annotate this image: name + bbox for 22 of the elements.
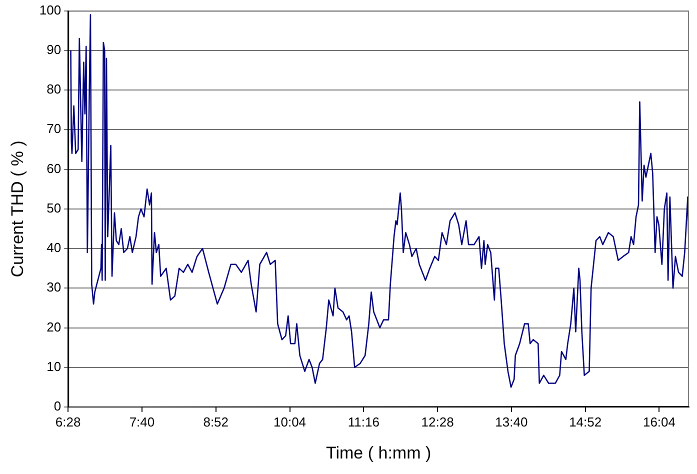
x-tick-label: 11:16 (348, 414, 380, 430)
x-tick-label: 8:52 (203, 414, 229, 430)
x-tick-label: 6:28 (55, 414, 81, 430)
x-tick-label: 13:40 (495, 414, 528, 430)
y-tick-label: 60 (46, 160, 62, 176)
x-tick-label: 10:04 (273, 414, 306, 430)
y-tick-label: 10 (46, 358, 62, 374)
x-tick-label: 16:04 (642, 414, 676, 430)
y-tick-label: 40 (46, 240, 62, 256)
y-tick-label: 30 (46, 280, 62, 295)
x-tick-label: 14:52 (569, 414, 602, 430)
x-tick-label: 12:28 (421, 414, 454, 430)
y-axis-title: Current THD ( % ) (8, 140, 27, 278)
y-tick-label: 90 (46, 42, 62, 57)
y-tick-label: 0 (54, 398, 62, 414)
y-tick-label: 80 (46, 82, 62, 97)
y-tick-label: 100 (39, 2, 62, 18)
x-axis-title: Time ( h:mm ) (326, 443, 432, 462)
x-tick-label: 7:40 (129, 414, 155, 430)
y-tick-label: 50 (46, 200, 62, 216)
y-tick-label: 70 (46, 121, 62, 136)
y-tick-label: 20 (46, 319, 62, 334)
